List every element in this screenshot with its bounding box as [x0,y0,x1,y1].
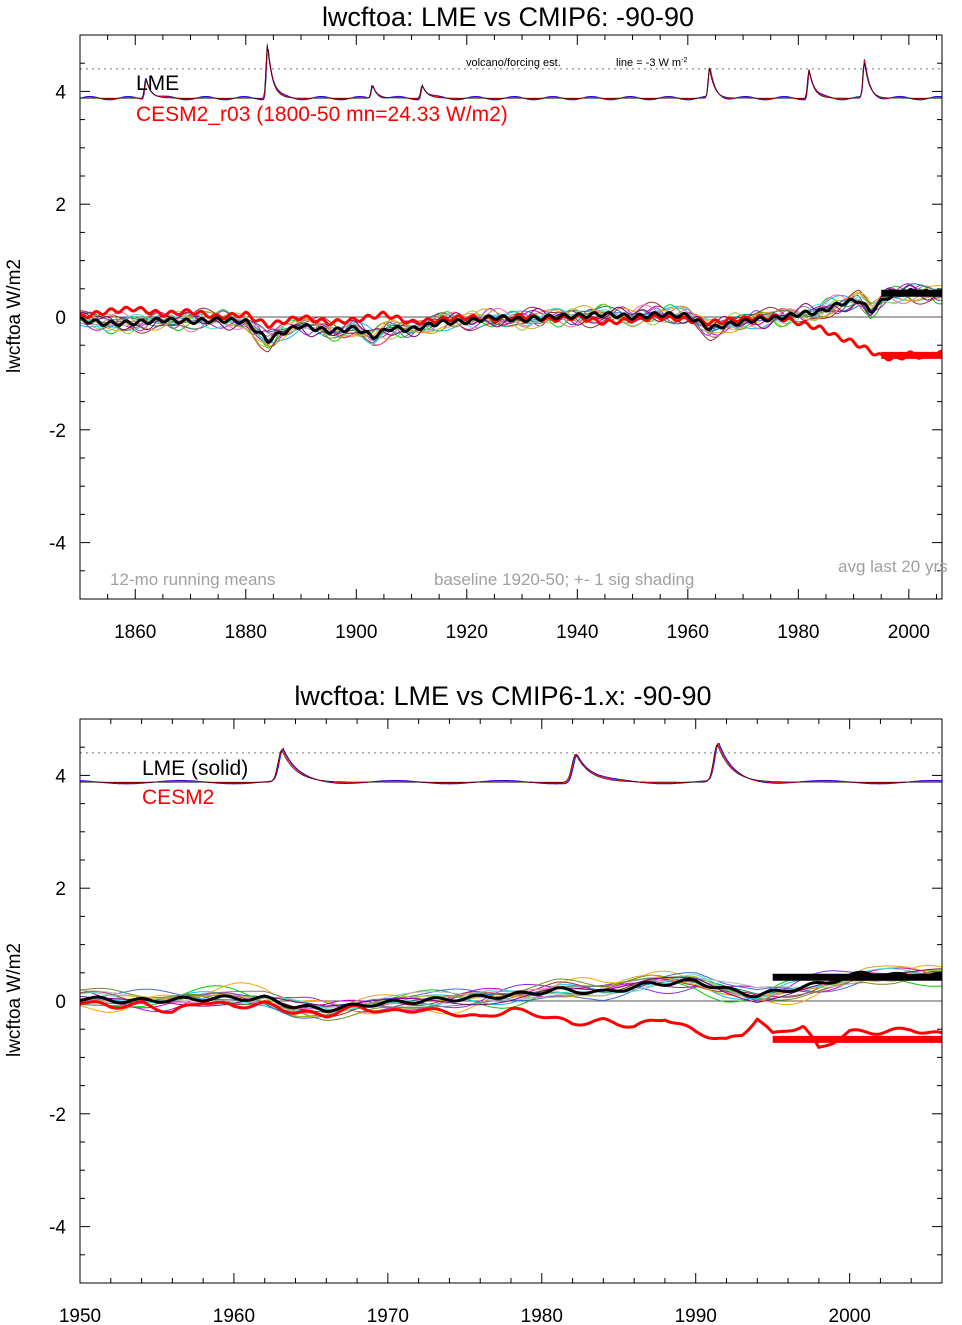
bottom-plot-area [80,742,942,1049]
top-chart-title: lwcftoa: LME vs CMIP6: -90-90 [322,2,694,32]
x-tick-label: 2000 [888,622,930,643]
x-tick-label: 1970 [367,1306,409,1325]
top-running-mean-note: 12-mo running means [110,570,275,589]
y-tick-label: 4 [55,82,66,103]
top-plot-area [80,43,942,362]
top-line-note-text: line = -3 W m [616,57,681,69]
x-tick-label: 1980 [777,622,819,643]
ensemble-member-line [80,964,942,1015]
y-tick-label: 0 [55,308,66,329]
bottom-y-axis-label: lwcftoa W/m2 [4,943,25,1057]
x-tick-label: 1940 [556,622,598,643]
top-forcing-lines [80,43,942,101]
ensemble-member-line [80,971,942,1008]
cesm2-line [80,1000,942,1049]
top-series-lines [80,288,942,362]
ensemble_mean-line [80,288,942,344]
ensemble-member-line [80,285,942,338]
top-tick-labels: -4 -2 0 2 4 1860 1880 1900 1920 1940 1960 1980 2000 [49,82,930,643]
x-tick-label: 1860 [114,622,156,643]
bottom-legend-lme: LME (solid) [142,757,248,780]
top-line-note-sup: -2 [681,57,687,64]
bottom-tick-labels: -4 -2 0 2 4 1950 1960 1970 1980 1990 2000 [49,766,871,1325]
top-y-axis-label: lwcftoa W/m2 [4,259,25,373]
y-tick-label: -4 [49,1218,66,1239]
top-baseline-note: baseline 1920-50; +- 1 sig shading [434,570,694,589]
bottom-plot-frame [79,718,943,1284]
y-tick-label: -4 [49,534,66,555]
forcing-line [80,744,942,783]
x-tick-label: 2000 [829,1306,871,1325]
y-tick-label: -2 [49,1105,66,1126]
top-legend-lme: LME [136,72,179,95]
ensemble-member-line [80,968,942,1007]
forcing-line [80,43,942,99]
top-panel: lwcftoa: LME vs CMIP6: -90-90 lwcftoa W/… [4,2,948,643]
plot-frame [79,34,943,600]
x-tick-label: 1880 [225,622,267,643]
top-avg-last-note: avg last 20 yrs [838,557,948,576]
bottom-chart-title: lwcftoa: LME vs CMIP6-1.x: -90-90 [294,681,711,711]
top-plot-frame [79,34,943,600]
bottom-legend-cesm2: CESM2 [142,786,214,809]
y-tick-label: 0 [55,992,66,1013]
top-volcano-note: volcano/forcing est. [466,57,561,69]
x-tick-label: 1990 [675,1306,717,1325]
top-legend-cesm2: CESM2_r03 (1800-50 mn=24.33 W/m2) [136,103,508,126]
x-tick-label: 1960 [213,1306,255,1325]
ensemble_mean-line [80,970,942,1013]
x-tick-label: 1920 [446,622,488,643]
top-line-note: line = -3 W m-2 [616,57,687,69]
y-tick-label: 4 [55,766,66,787]
forcing-line [80,46,942,100]
bottom-panel: lwcftoa: LME vs CMIP6-1.x: -90-90 lwcfto… [4,681,943,1325]
y-tick-label: 2 [55,879,66,900]
y-tick-label: -2 [49,421,66,442]
forcing-line [80,49,942,101]
x-tick-label: 1980 [521,1306,563,1325]
x-tick-label: 1900 [335,622,377,643]
bottom-series-lines [80,970,942,1049]
ensemble-member-line [80,975,942,1015]
x-tick-label: 1960 [667,622,709,643]
y-tick-label: 2 [55,195,66,216]
plot-frame [79,718,943,1284]
bottom-forcing-lines [80,742,942,785]
x-tick-label: 1950 [59,1306,101,1325]
